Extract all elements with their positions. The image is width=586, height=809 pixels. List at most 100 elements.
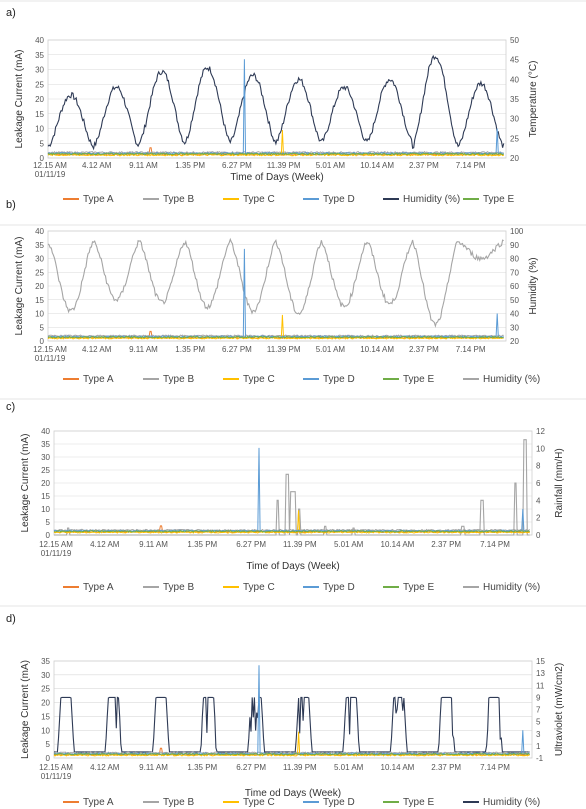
legend-label: Type E: [403, 582, 434, 593]
legend-label: Type C: [243, 797, 275, 808]
y2-tick-label: 90: [510, 241, 519, 250]
legend-label: Type E: [483, 194, 514, 205]
x-tick-label: 1.35 PM: [175, 161, 205, 170]
y-tick-label: 30: [41, 453, 50, 462]
series-type-b: [53, 751, 530, 755]
x-tick-label: 1.35 PM: [187, 763, 217, 772]
y-tick-label: 5: [46, 518, 51, 527]
y-tick-label: 10: [35, 310, 44, 319]
x-tick-label: 1.35 PM: [175, 345, 205, 354]
x-tick-label: 7.14 PM: [480, 763, 510, 772]
series-type-d: [47, 59, 504, 155]
y2-tick-label: 40: [510, 310, 519, 319]
y-tick-label: 0: [46, 531, 51, 540]
y-axis-title: Leakage Current (mA): [20, 434, 31, 533]
x-start-date: 01/11/19: [41, 549, 72, 558]
y2-tick-label: 50: [510, 296, 519, 305]
x-tick-label: 2.37 PM: [409, 345, 439, 354]
series-type-e: [47, 335, 504, 339]
x-tick-label: 11.39 PM: [283, 763, 317, 772]
legend-label: Type B: [163, 194, 194, 205]
series-type-e: [53, 530, 530, 533]
y2-tick-label: 4: [536, 496, 541, 505]
legend-label: Type B: [163, 374, 194, 385]
panel-label: b): [6, 199, 16, 211]
y-tick-label: 20: [35, 282, 44, 291]
x-tick-label: 4.12 AM: [90, 540, 120, 549]
legend-label: Humidity (%): [403, 194, 460, 205]
legend-label: Type A: [83, 582, 114, 593]
legend-label: Humidity (%): [483, 797, 540, 808]
x-start-date: 01/11/19: [35, 170, 66, 179]
x-tick-label: 11.39 PM: [267, 161, 301, 170]
y-tick-label: 30: [41, 671, 50, 680]
legend-label: Type D: [323, 194, 355, 205]
series-ultraviolet: [54, 696, 530, 753]
legend: Type A Type B Type C Type D Type E Humidity (…: [63, 582, 540, 593]
legend-label: Type B: [163, 582, 194, 593]
series-type-e: [53, 752, 530, 756]
y-axis-title: Leakage Current (mA): [20, 660, 31, 759]
x-axis-title: Time of Days (Week): [230, 172, 323, 183]
y-tick-label: 5: [40, 323, 45, 332]
y2-tick-label: 7: [536, 706, 541, 715]
y2-tick-label: 3: [536, 730, 541, 739]
panel-label: d): [6, 613, 16, 625]
panel-label: a): [6, 7, 16, 19]
plot-frame: [53, 430, 533, 536]
x-tick-label: 2.37 PM: [431, 763, 461, 772]
plot-frame: [47, 230, 507, 342]
y-tick-label: 10: [41, 726, 50, 735]
x-tick-label: 5.01 AM: [334, 763, 364, 772]
legend-label: Type E: [403, 374, 434, 385]
y-tick-label: 15: [35, 110, 44, 119]
x-tick-label: 1.35 PM: [187, 540, 217, 549]
x-tick-label: 7.14 PM: [480, 540, 510, 549]
y-tick-label: 15: [41, 712, 50, 721]
x-start-date: 01/11/19: [35, 354, 66, 363]
x-tick-label: 9.11 AM: [129, 345, 158, 354]
x-tick-label: 6.27 PM: [236, 763, 266, 772]
legend-label: Type B: [163, 797, 194, 808]
x-tick-label: 10.14 AM: [360, 161, 394, 170]
legend-label: Humidity (%): [483, 374, 540, 385]
y-tick-label: 40: [35, 36, 44, 45]
y2-tick-label: 35: [510, 95, 519, 104]
x-tick-label: 7.14 PM: [456, 161, 486, 170]
y2-tick-label: 70: [510, 268, 519, 277]
x-tick-label: 12.15 AM: [33, 161, 67, 170]
y-tick-label: 10: [41, 505, 50, 514]
y2-tick-label: 30: [510, 115, 519, 124]
y-tick-label: 0: [40, 154, 45, 163]
x-start-date: 01/11/19: [41, 772, 72, 781]
series-type-c: [47, 129, 504, 157]
y-tick-label: 35: [41, 657, 50, 666]
y-tick-label: 20: [35, 95, 44, 104]
y2-tick-label: 5: [536, 718, 541, 727]
y2-tick-label: 12: [536, 427, 545, 436]
y-tick-label: 30: [35, 255, 44, 264]
series-type-d: [53, 665, 530, 756]
y2-tick-label: 50: [510, 36, 519, 45]
x-axis-title: Time od Days (Week): [245, 788, 341, 799]
x-tick-label: 7.14 PM: [456, 345, 486, 354]
y2-tick-label: 13: [536, 669, 545, 678]
y2-tick-label: 11: [536, 681, 545, 690]
legend-label: Type C: [243, 374, 275, 385]
series-humidity: [47, 237, 504, 328]
y-tick-label: 0: [46, 754, 51, 763]
y2-tick-label: 25: [510, 134, 519, 143]
x-tick-label: 6.27 PM: [236, 540, 266, 549]
y2-tick-label: 100: [510, 227, 524, 236]
y2-tick-label: 0: [536, 531, 541, 540]
y2-tick-label: 60: [510, 282, 519, 291]
legend-label: Type A: [83, 194, 114, 205]
y-tick-label: 5: [40, 139, 45, 148]
legend-label: Humidity (%): [483, 582, 540, 593]
x-tick-label: 6.27 PM: [222, 345, 252, 354]
series-type-d: [53, 447, 530, 533]
y2-tick-label: 8: [536, 462, 541, 471]
y-tick-label: 30: [35, 66, 44, 75]
